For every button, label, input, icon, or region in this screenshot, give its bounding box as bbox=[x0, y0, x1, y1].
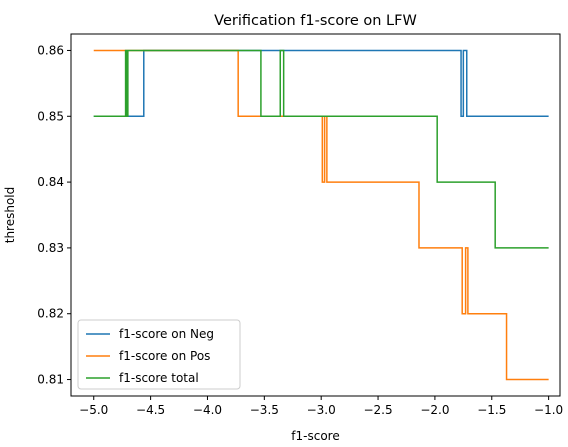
y-tick-label: 0.86 bbox=[37, 43, 64, 57]
legend-label: f1-score on Pos bbox=[119, 349, 210, 363]
legend-label: f1-score total bbox=[119, 371, 199, 385]
x-tick-label: −3.0 bbox=[307, 403, 336, 417]
series-line-3 bbox=[93, 49, 549, 249]
x-tick-label: −1.5 bbox=[477, 403, 506, 417]
y-axis: 0.81 0.82 0.83 0.84 0.85 0.86 bbox=[37, 43, 71, 387]
x-tick-label: −4.5 bbox=[136, 403, 165, 417]
legend-label: f1-score on Neg bbox=[119, 327, 214, 341]
series-line-1 bbox=[93, 49, 549, 118]
series-layer bbox=[93, 49, 549, 381]
x-tick-label: −3.5 bbox=[250, 403, 279, 417]
x-axis: −5.0 −4.5 −4.0 −3.5 −3.0 −2.5 −2.0 −1.5 −1.0 bbox=[79, 396, 563, 417]
y-tick-label: 0.84 bbox=[37, 175, 64, 189]
y-tick-label: 0.83 bbox=[37, 241, 64, 255]
x-tick-label: −4.0 bbox=[193, 403, 222, 417]
x-axis-label: f1-score bbox=[291, 429, 339, 443]
y-tick-label: 0.82 bbox=[37, 307, 64, 321]
x-tick-label: −2.0 bbox=[420, 403, 449, 417]
x-tick-label: −2.5 bbox=[363, 403, 392, 417]
legend-box bbox=[77, 319, 241, 390]
y-tick-label: 0.81 bbox=[37, 373, 64, 387]
series-line-2 bbox=[93, 49, 549, 381]
x-tick-label: −1.0 bbox=[534, 403, 563, 417]
plot-frame bbox=[70, 33, 561, 397]
chart-title: Verification f1-score on LFW bbox=[214, 13, 417, 29]
legend: f1-score on Neg f1-score on Pos f1-score t… bbox=[77, 319, 241, 390]
y-tick-label: 0.85 bbox=[37, 109, 64, 123]
x-tick-label: −5.0 bbox=[79, 403, 108, 417]
y-axis-label: threshold bbox=[3, 187, 17, 244]
